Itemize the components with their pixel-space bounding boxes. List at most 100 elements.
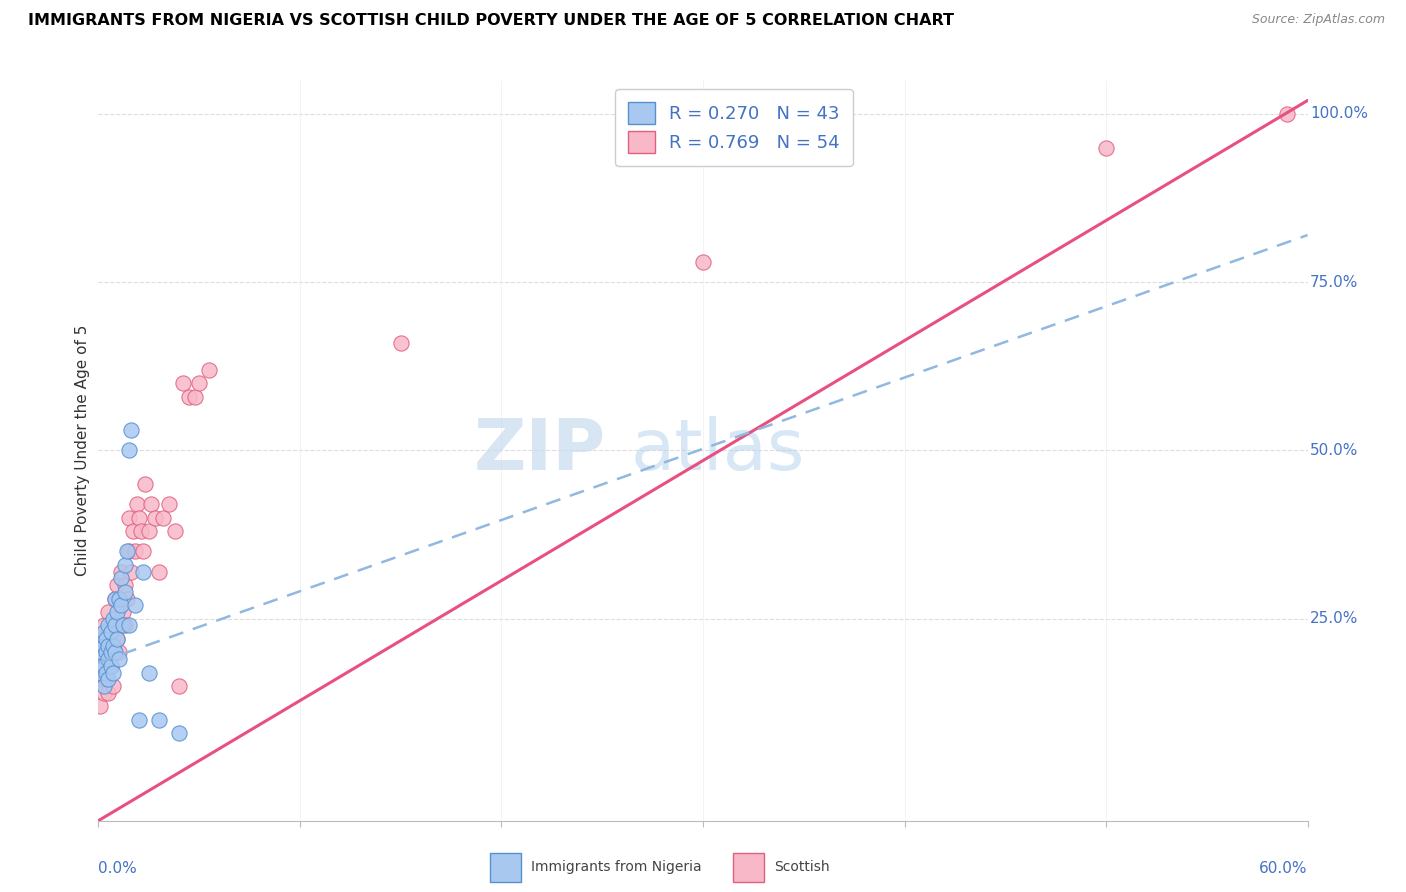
Point [91,658,114,673]
Point [93,618,115,632]
Point [111,605,134,619]
Point [163,524,186,539]
Point [97,652,120,666]
Point [89,699,111,714]
Point [167,726,190,740]
Point [118,544,141,558]
Point [1277,107,1299,121]
Point [100,658,122,673]
Point [103,645,125,659]
Point [120,423,142,437]
Point [97,618,120,632]
Point [96,645,118,659]
Text: 50.0%: 50.0% [1310,443,1358,458]
Point [148,565,170,579]
Point [118,443,141,458]
Point [110,618,132,632]
Text: Scottish: Scottish [773,861,830,874]
Point [97,686,120,700]
Point [107,591,129,606]
Point [96,665,118,680]
Point [118,618,141,632]
Text: 60.0%: 60.0% [1260,862,1308,876]
Point [96,673,118,687]
Point [100,618,122,632]
Point [107,652,129,666]
Point [188,376,211,391]
Point [107,591,129,606]
Point [121,524,143,539]
Text: 0.0%: 0.0% [98,862,138,876]
Point [120,565,142,579]
Point [91,632,114,646]
Point [110,599,132,613]
Point [105,605,128,619]
Text: Source: ZipAtlas.com: Source: ZipAtlas.com [1251,13,1385,27]
Point [148,713,170,727]
Point [118,510,141,524]
Point [138,665,160,680]
Point [100,658,122,673]
Point [91,632,114,646]
Point [177,390,201,404]
Point [93,679,115,693]
Point [184,390,207,404]
Point [105,632,128,646]
Point [101,665,124,680]
Text: Immigrants from Nigeria: Immigrants from Nigeria [531,861,702,874]
Point [124,544,146,558]
Point [101,632,124,646]
Point [89,665,111,680]
Point [389,335,412,350]
Point [132,544,155,558]
Point [97,645,120,659]
Point [128,713,150,727]
Point [152,510,174,524]
Point [93,625,115,640]
Text: 75.0%: 75.0% [1310,275,1358,290]
Point [101,679,124,693]
Point [97,639,120,653]
Point [107,645,129,659]
Point [132,565,155,579]
Point [110,565,132,579]
Point [103,618,125,632]
Point [105,632,128,646]
Y-axis label: Child Poverty Under the Age of 5: Child Poverty Under the Age of 5 [75,325,90,576]
Point [167,679,190,693]
Point [198,362,221,376]
Point [128,510,150,524]
Point [692,255,714,269]
Point [103,591,125,606]
Point [110,571,132,585]
Point [103,645,125,659]
Point [114,584,136,599]
Point [143,510,166,524]
Text: IMMIGRANTS FROM NIGERIA VS SCOTTISH CHILD POVERTY UNDER THE AGE OF 5 CORRELATION: IMMIGRANTS FROM NIGERIA VS SCOTTISH CHIL… [28,13,955,29]
Point [101,639,124,653]
Point [124,599,146,613]
Text: ZIP: ZIP [474,416,606,485]
Point [96,632,118,646]
Bar [734,854,763,881]
Point [125,497,148,511]
Point [157,497,180,511]
Point [115,591,138,606]
Text: 25.0%: 25.0% [1310,611,1358,626]
Point [103,591,125,606]
Point [1095,140,1118,154]
Bar [491,854,520,881]
Point [101,612,124,626]
Point [91,645,114,659]
Point [114,578,136,592]
Point [100,645,122,659]
Text: atlas: atlas [630,416,804,485]
Point [105,578,128,592]
Point [111,618,134,632]
Point [91,673,114,687]
Point [93,658,115,673]
Point [138,524,160,539]
Point [93,686,115,700]
Point [114,618,136,632]
Point [97,605,120,619]
